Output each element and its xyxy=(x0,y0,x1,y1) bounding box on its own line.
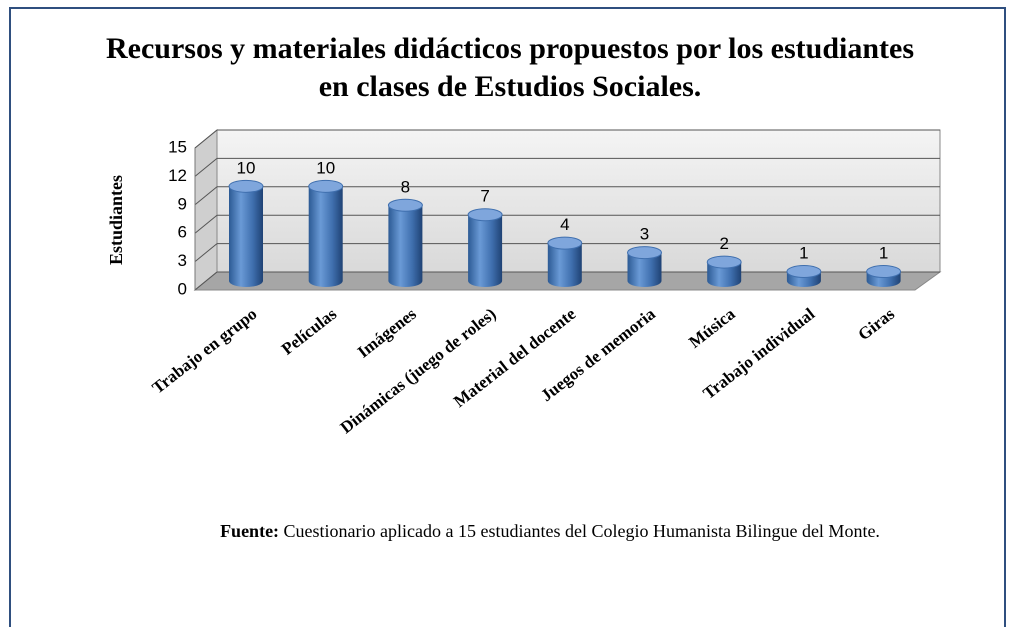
bar-top xyxy=(866,265,902,279)
y-tick-label: 12 xyxy=(168,166,187,185)
bar xyxy=(707,262,742,287)
grid-line-side xyxy=(194,186,218,206)
y-tick-label: 15 xyxy=(168,137,187,156)
bar-top xyxy=(387,198,423,212)
source-text: Cuestionario aplicado a 15 estudiantes d… xyxy=(283,521,880,541)
grid-line-side xyxy=(194,214,218,234)
y-tick-label: 0 xyxy=(178,279,187,298)
source-label: Fuente: xyxy=(220,521,280,541)
bar-top xyxy=(467,208,503,222)
frame xyxy=(9,7,1006,627)
x-tick-label: Películas xyxy=(278,304,341,359)
bar xyxy=(627,252,662,287)
y-tick-label: 3 xyxy=(178,251,187,270)
x-tick-label: Giras xyxy=(854,304,898,344)
value-label: 10 xyxy=(237,158,256,177)
bar xyxy=(229,186,263,287)
bar-top xyxy=(706,255,742,269)
value-label: 1 xyxy=(879,244,888,263)
value-label: 8 xyxy=(401,177,410,196)
x-tick-label: Dinámicas (juego de roles) xyxy=(337,304,500,437)
bar xyxy=(547,243,582,287)
bar-top xyxy=(786,265,822,279)
bar-top xyxy=(547,236,583,250)
bar xyxy=(308,186,343,287)
y-axis-label: Estudiantes xyxy=(106,175,126,265)
value-label: 1 xyxy=(799,244,808,263)
bar-top xyxy=(228,179,264,193)
grid-line-side xyxy=(194,129,218,149)
x-tick-label: Música xyxy=(685,304,739,352)
value-label: 2 xyxy=(719,234,728,253)
grid-line-side xyxy=(194,158,218,177)
bar-top xyxy=(627,246,662,260)
bar xyxy=(468,214,503,287)
side-wall xyxy=(194,128,218,292)
value-label: 10 xyxy=(316,158,335,177)
y-tick-label: 6 xyxy=(178,223,187,242)
value-label: 3 xyxy=(640,225,649,244)
bar-top xyxy=(308,179,344,193)
value-label: 4 xyxy=(560,215,569,234)
grid-line-side xyxy=(194,243,218,262)
bar xyxy=(388,205,423,287)
grid-line-side xyxy=(194,271,218,291)
chart-title: Recursos y materiales didácticos propues… xyxy=(105,32,915,103)
value-label: 7 xyxy=(480,187,489,206)
x-tick-label: Imágenes xyxy=(354,304,420,362)
x-tick-label: Trabajo en grupo xyxy=(149,304,261,397)
y-tick-label: 9 xyxy=(178,194,187,213)
source: Fuente: Cuestionario aplicado a 15 estud… xyxy=(170,520,930,543)
